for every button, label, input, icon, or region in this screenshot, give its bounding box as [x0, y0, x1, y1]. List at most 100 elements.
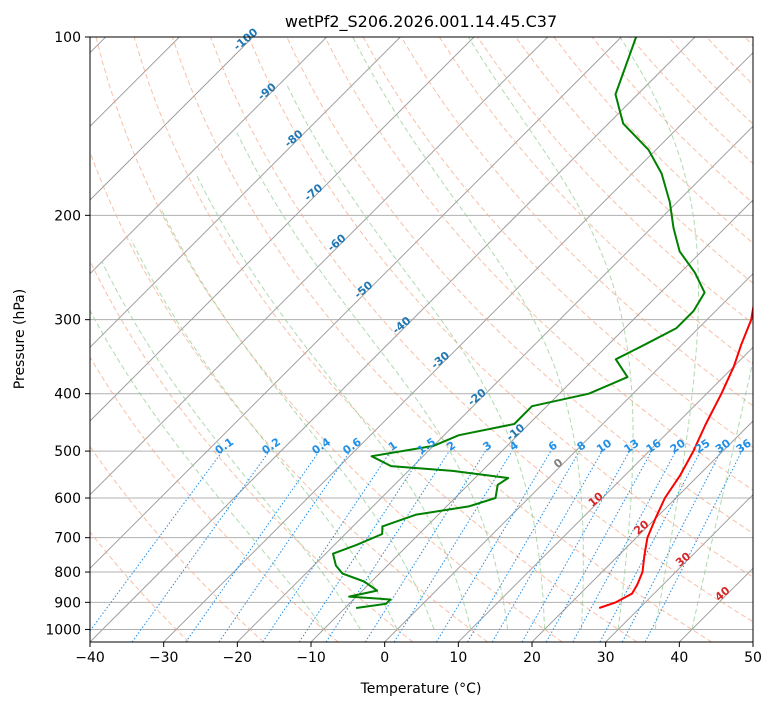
- moist-adiabat: [160, 208, 435, 630]
- dry-adiabat: [400, 37, 753, 407]
- mixing-ratio-line: [545, 450, 653, 642]
- dry-adiabat: [553, 37, 753, 244]
- isotherm-line: [90, 37, 328, 275]
- mixing-ratio-label: 30: [713, 436, 733, 456]
- isotherm-line: [90, 37, 696, 642]
- dry-adiabat: [90, 150, 488, 642]
- dry-adiabat: [248, 37, 753, 578]
- y-tick-label: 700: [54, 531, 81, 547]
- isotherm-line: [752, 641, 753, 642]
- y-tick-label: 1000: [45, 622, 81, 638]
- mixing-ratio-line: [185, 450, 320, 642]
- moist-adiabat: [352, 37, 584, 630]
- isotherm-line: [384, 272, 753, 642]
- moist-adiabat: [195, 173, 472, 630]
- x-tick-label: −30: [149, 650, 179, 666]
- mixing-ratio-label: 36: [734, 436, 754, 456]
- y-tick-label: 100: [54, 30, 81, 46]
- x-tick-label: 40: [670, 650, 688, 666]
- isotherm-line: [90, 37, 475, 422]
- mixing-ratio-line: [621, 450, 722, 642]
- isotherm-label: -40: [390, 314, 414, 337]
- isotherm-line: [457, 346, 753, 642]
- mixing-ratio-line: [572, 450, 677, 642]
- dewpoint-profile-line: [332, 37, 706, 609]
- mixing-ratio-label: 0.4: [310, 435, 334, 457]
- isotherm-line: [236, 125, 753, 642]
- mixing-ratio-line: [131, 450, 270, 642]
- y-tick-label: 800: [54, 565, 81, 581]
- dry-adiabat: [744, 37, 753, 47]
- dry-adiabat: [362, 37, 753, 449]
- mixing-ratio-line: [90, 450, 223, 632]
- mixing-ratio-label: 10: [594, 436, 614, 456]
- y-tick-label: 900: [54, 595, 81, 611]
- isotherm-line: [531, 420, 753, 642]
- dry-adiabat: [706, 37, 753, 86]
- isotherm-line: [90, 37, 401, 349]
- mixing-ratio-line: [325, 450, 450, 642]
- isotherm-line: [90, 37, 254, 201]
- x-tick-label: 10: [449, 650, 467, 666]
- isotherm-label: -80: [282, 127, 306, 150]
- moist-adiabat: [467, 37, 634, 630]
- dry-adiabat: [90, 445, 264, 642]
- dry-adiabat: [90, 531, 190, 642]
- y-tick-label: 400: [54, 387, 81, 403]
- isotherm-label: -10: [504, 421, 528, 444]
- isotherm-line: [678, 567, 753, 642]
- isotherm-label: -90: [255, 80, 279, 103]
- isotherm-line: [163, 51, 753, 642]
- mixing-ratio-label: 0.6: [340, 435, 364, 457]
- y-tick-label: 600: [54, 491, 81, 507]
- dry-adiabat: [438, 37, 753, 366]
- mixing-ratio-line: [521, 450, 630, 642]
- isotherm-label: 10: [586, 489, 606, 509]
- mixing-ratio-line: [393, 450, 513, 642]
- mixing-ratio-line: [599, 450, 701, 642]
- plot-frame: [89, 36, 754, 643]
- isotherm-label: -50: [352, 278, 376, 301]
- isotherm-label: -60: [325, 231, 349, 254]
- moist-adiabat: [130, 239, 398, 630]
- x-tick-label: −40: [75, 650, 105, 666]
- dry-adiabat: [90, 356, 339, 642]
- isotherm-label: 30: [673, 549, 693, 569]
- x-tick-label: 0: [380, 650, 389, 666]
- y-axis-label: Pressure (hPa): [12, 289, 28, 389]
- dry-adiabat: [133, 37, 638, 642]
- x-tick-label: 50: [744, 650, 762, 666]
- mixing-ratio-label: 25: [693, 437, 713, 456]
- y-tick-label: 200: [54, 208, 81, 224]
- dry-adiabat: [210, 37, 753, 623]
- isotherm-label: -70: [302, 181, 326, 204]
- x-tick-label: −20: [223, 650, 253, 666]
- isotherm-label: -100: [231, 25, 261, 53]
- dry-adiabat: [515, 37, 753, 284]
- mixing-ratio-line: [644, 450, 743, 642]
- isotherm-label: 40: [712, 584, 732, 604]
- isotherm-line: [310, 199, 753, 642]
- moist-adiabat: [236, 132, 509, 630]
- moist-adiabat: [90, 309, 325, 630]
- isotherm-line: [90, 37, 622, 570]
- chart-title: wetPf2_S206.2026.001.14.45.C37: [285, 12, 557, 32]
- mixing-ratio-line: [298, 450, 425, 642]
- moist-adiabat: [619, 37, 699, 630]
- y-tick-label: 500: [54, 444, 81, 460]
- y-tick-label: 300: [54, 313, 81, 329]
- mixing-ratio-line: [262, 450, 392, 642]
- isotherm-line: [605, 493, 753, 642]
- moist-adiabat: [285, 83, 546, 630]
- mixing-ratio-label: 13: [621, 437, 641, 456]
- isotherm-label: -30: [429, 349, 453, 372]
- dry-adiabat: [171, 37, 712, 642]
- dry-adiabat: [95, 37, 563, 642]
- x-tick-label: 20: [523, 650, 541, 666]
- dry-adiabat: [324, 37, 753, 491]
- moist-adiabat: [101, 262, 361, 630]
- x-axis-label: Temperature (°C): [360, 681, 482, 697]
- temperature-profile-line: [598, 303, 753, 609]
- x-tick-label: 30: [597, 650, 615, 666]
